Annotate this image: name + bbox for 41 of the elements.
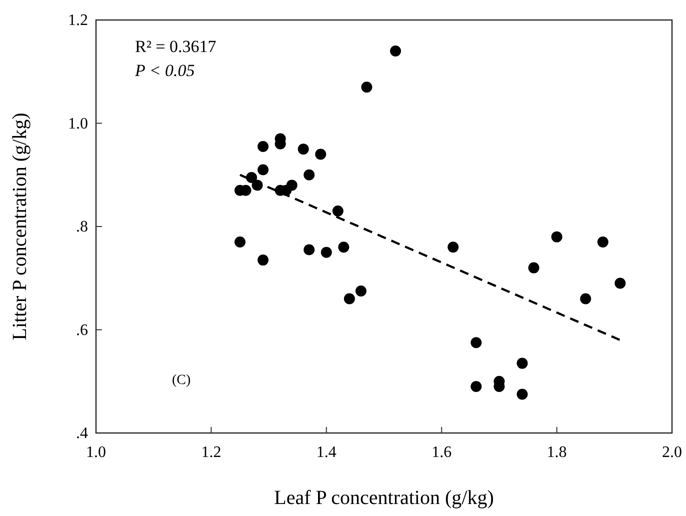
point — [470, 337, 482, 348]
point — [258, 164, 269, 176]
point — [614, 278, 626, 289]
point — [344, 293, 355, 304]
y-tick-label: .6 — [76, 322, 88, 339]
x-axis-title: Leaf P concentration (g/kg) — [274, 487, 494, 509]
point — [361, 82, 372, 93]
x-tick-label: 2.0 — [662, 444, 682, 461]
point — [516, 358, 528, 369]
point — [315, 148, 326, 160]
point — [258, 254, 269, 266]
y-axis-title: Litter P concentration (g/kg) — [9, 112, 31, 340]
point — [597, 236, 608, 248]
point — [528, 262, 540, 274]
point — [516, 388, 528, 400]
x-tick-label: 1.4 — [316, 444, 336, 461]
point — [234, 236, 246, 248]
annotation: P < 0.05 — [134, 61, 195, 80]
point — [448, 242, 459, 253]
y-tick-label: .4 — [76, 425, 88, 442]
y-tick-label: 1.2 — [68, 12, 88, 29]
point — [246, 172, 258, 183]
point — [304, 244, 315, 256]
point — [551, 231, 562, 242]
annotation: R² = 0.3617 — [135, 37, 217, 56]
point — [338, 242, 350, 253]
annotation: (C) — [172, 373, 191, 388]
y-tick-label: .8 — [76, 218, 88, 236]
x-tick-label: 1.6 — [432, 444, 452, 461]
point — [355, 286, 366, 297]
point — [320, 246, 332, 258]
x-tick-label: 1.8 — [546, 444, 567, 461]
point — [580, 293, 592, 304]
y-tick-label: 1.0 — [68, 115, 88, 132]
point — [470, 381, 482, 392]
x-tick-label: 1.2 — [201, 444, 222, 461]
point — [304, 169, 315, 180]
point — [390, 45, 402, 56]
point — [332, 206, 344, 217]
point — [258, 140, 269, 152]
point — [298, 144, 309, 155]
